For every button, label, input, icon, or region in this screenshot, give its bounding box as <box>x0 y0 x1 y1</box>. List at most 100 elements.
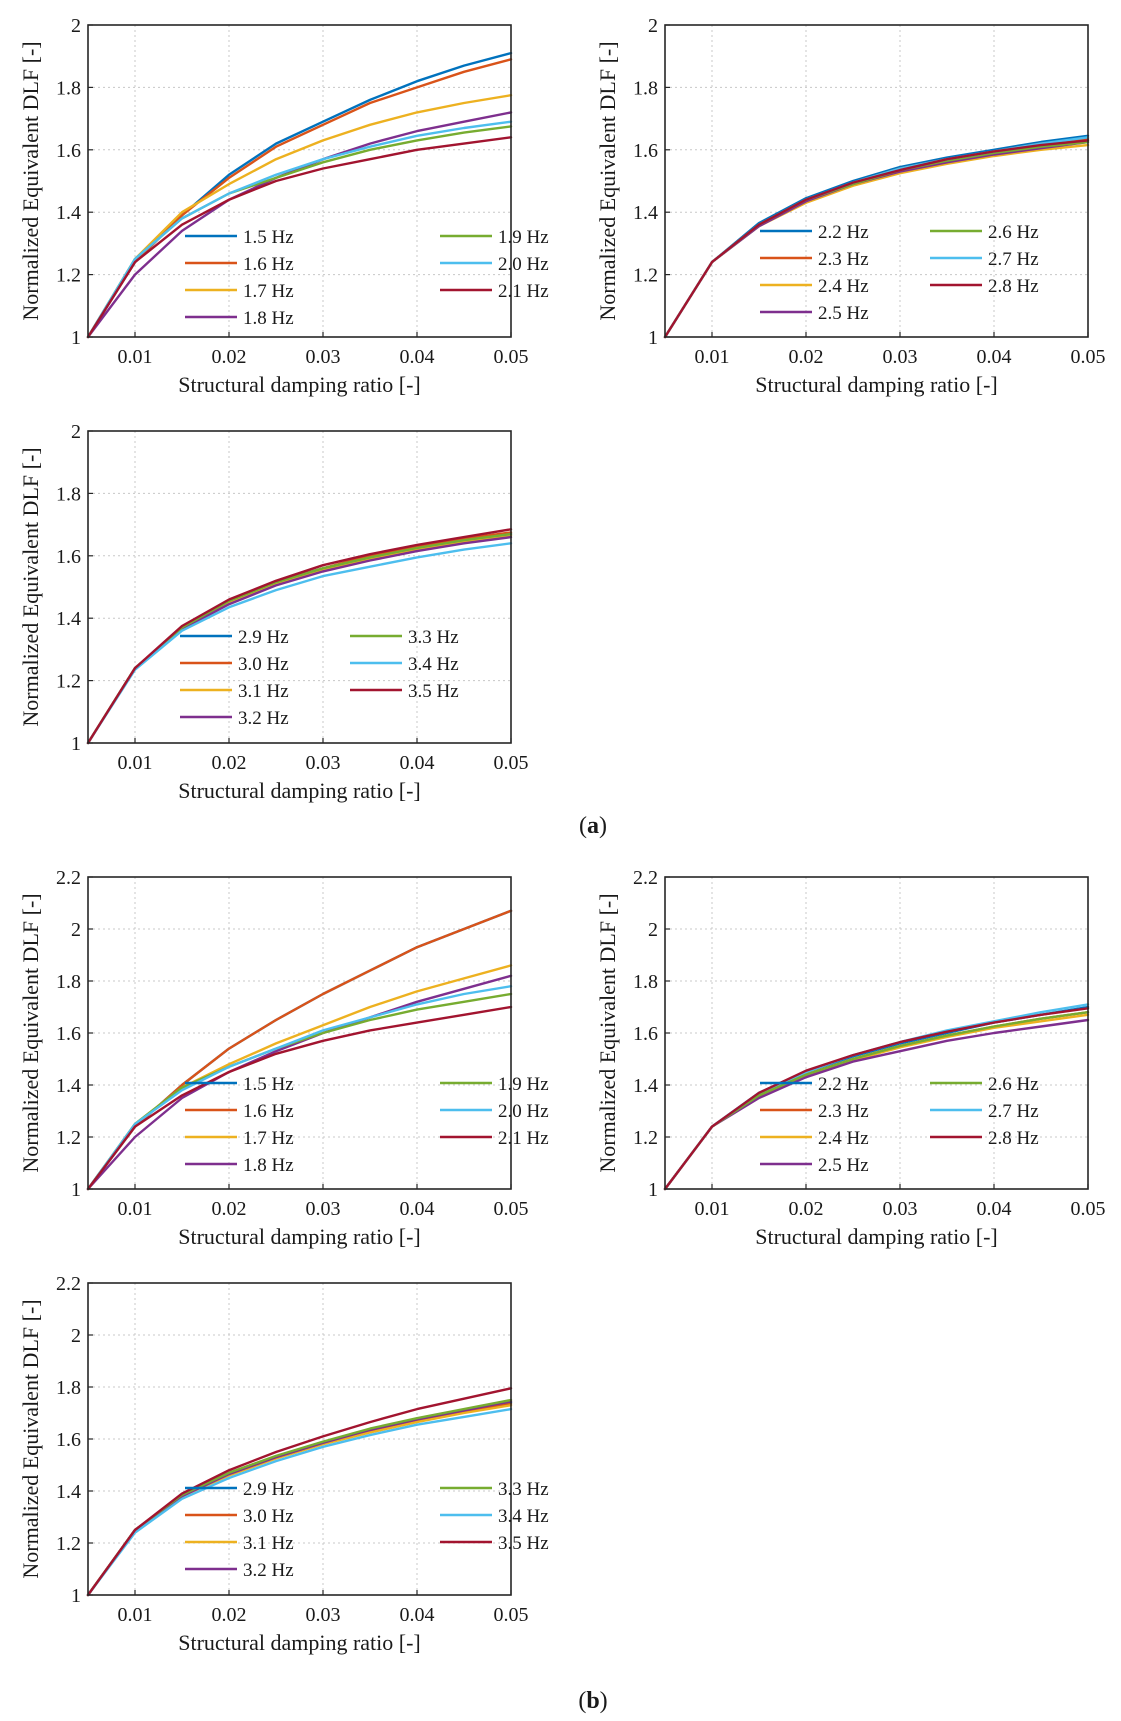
y-axis-label: Normalized Equivalent DLF [-] <box>18 41 43 320</box>
x-axis-label: Structural damping ratio [-] <box>755 1224 998 1249</box>
legend-label: 3.1 Hz <box>238 681 289 702</box>
legend-label: 1.7 Hz <box>243 281 294 302</box>
legend-label: 1.5 Hz <box>243 1074 294 1095</box>
chart-panel-3: 0.01 0.02 0.03 0.04 0.05 1 1.2 1.4 1.6 1.8 2 Struct… <box>18 421 529 803</box>
series-line-1-8-Hz <box>86 111 513 339</box>
legend-label: 2.1 Hz <box>498 281 549 302</box>
x-tick-label: 0.04 <box>977 1198 1012 1220</box>
legend-label: 1.9 Hz <box>498 1074 549 1095</box>
y-tick-label: 1.6 <box>56 1429 81 1451</box>
legend-item: 2.4 Hz <box>760 276 869 297</box>
y-tick-label: 1 <box>71 1585 81 1607</box>
legend-label: 2.7 Hz <box>988 1101 1039 1122</box>
x-tick-label: 0.02 <box>789 346 824 368</box>
y-tick-label: 1.6 <box>56 546 81 568</box>
legend: 1.5 Hz 1.6 Hz 1.7 Hz 1.8 Hz 1.9 Hz 2.0 Hz 2.1 … <box>185 227 549 329</box>
legend-item: 2.7 Hz <box>930 1101 1039 1122</box>
legend-item: 2.9 Hz <box>180 627 289 648</box>
series-line-3-4-Hz <box>86 542 513 745</box>
legend-item: 3.0 Hz <box>180 654 289 675</box>
series-line-2-8-Hz <box>663 1007 1090 1191</box>
legend-label: 3.3 Hz <box>408 627 459 648</box>
legend-item: 1.6 Hz <box>185 1101 294 1122</box>
x-tick-label: 0.01 <box>695 1198 730 1220</box>
legend: 2.9 Hz 3.0 Hz 3.1 Hz 3.2 Hz 3.3 Hz 3.4 Hz 3.5 … <box>180 627 459 729</box>
legend-label: 2.0 Hz <box>498 1101 549 1122</box>
legend-item: 2.0 Hz <box>440 254 549 275</box>
y-tick-label: 2 <box>71 1325 81 1347</box>
x-tick-label: 0.04 <box>400 346 435 368</box>
series-line-2-8-Hz <box>663 139 1090 339</box>
series-line-2-0-Hz <box>86 985 513 1191</box>
x-tick-label: 0.01 <box>118 1604 153 1626</box>
legend-label: 1.6 Hz <box>243 254 294 275</box>
legend-label: 2.3 Hz <box>818 249 869 270</box>
legend-item: 3.3 Hz <box>350 627 459 648</box>
y-tick-label: 1.6 <box>56 1023 81 1045</box>
legend-item: 1.6 Hz <box>185 254 294 275</box>
legend-item: 2.9 Hz <box>185 1479 294 1500</box>
series-line-1-8-Hz <box>86 974 513 1191</box>
x-axis-label: Structural damping ratio [-] <box>178 1630 421 1655</box>
legend-label: 3.0 Hz <box>243 1506 294 1527</box>
legend-item: 3.1 Hz <box>185 1533 294 1554</box>
y-tick-label: 1.4 <box>56 608 81 630</box>
y-tick-label: 1.2 <box>633 265 658 287</box>
x-tick-label: 0.01 <box>118 752 153 774</box>
x-tick-label: 0.01 <box>695 346 730 368</box>
chart-panel-2: 0.01 0.02 0.03 0.04 0.05 1 1.2 1.4 1.6 1.8 2 Struct… <box>595 15 1106 397</box>
x-tick-label: 0.03 <box>306 1198 341 1220</box>
legend-label: 2.2 Hz <box>818 1074 869 1095</box>
legend-label: 2.6 Hz <box>988 222 1039 243</box>
legend-label: 3.2 Hz <box>238 708 289 729</box>
legend-item: 1.5 Hz <box>185 227 294 248</box>
legend-item: 2.5 Hz <box>760 303 869 324</box>
legend-item: 2.8 Hz <box>930 1128 1039 1149</box>
x-tick-label: 0.05 <box>494 752 529 774</box>
legend-item: 1.9 Hz <box>440 227 549 248</box>
y-axis-label: Normalized Equivalent DLF [-] <box>18 1299 43 1578</box>
axes-frame <box>87 430 512 744</box>
legend-item: 2.7 Hz <box>930 249 1039 270</box>
legend-item: 1.8 Hz <box>185 1155 294 1176</box>
x-tick-label: 0.05 <box>1071 1198 1106 1220</box>
series-line-3-5-Hz <box>86 528 513 745</box>
legend: 2.9 Hz 3.0 Hz 3.1 Hz 3.2 Hz 3.3 Hz 3.4 Hz 3.5 … <box>185 1479 549 1581</box>
legend-label: 3.5 Hz <box>408 681 459 702</box>
y-tick-label: 1 <box>71 733 81 755</box>
x-axis-label: Structural damping ratio [-] <box>755 372 998 397</box>
legend-item: 3.2 Hz <box>185 1560 294 1581</box>
y-tick-label: 1.6 <box>56 140 81 162</box>
x-tick-label: 0.03 <box>883 346 918 368</box>
y-tick-label: 2 <box>71 15 81 37</box>
axes-frame <box>87 24 512 338</box>
legend-item: 1.9 Hz <box>440 1074 549 1095</box>
legend-label: 1.8 Hz <box>243 308 294 329</box>
legend-label: 1.8 Hz <box>243 1155 294 1176</box>
chart-panel-4: 0.01 0.02 0.03 0.04 0.05 1 1.2 1.4 1.6 1.8 2 2.2 Str… <box>18 867 549 1249</box>
y-tick-label: 1.4 <box>633 1075 658 1097</box>
legend-label: 2.4 Hz <box>818 1128 869 1149</box>
y-tick-label: 1.6 <box>633 1023 658 1045</box>
legend-item: 3.5 Hz <box>350 681 459 702</box>
legend-label: 1.7 Hz <box>243 1128 294 1149</box>
y-tick-label: 1.2 <box>56 1533 81 1555</box>
chart-panel-6: 0.01 0.02 0.03 0.04 0.05 1 1.2 1.4 1.6 1.8 2 2.2 Str… <box>18 1273 549 1655</box>
x-tick-label: 0.04 <box>400 1198 435 1220</box>
y-tick-label: 1.8 <box>56 77 81 99</box>
legend-label: 3.1 Hz <box>243 1533 294 1554</box>
legend-label: 2.5 Hz <box>818 303 869 324</box>
y-tick-label: 2.2 <box>56 867 81 889</box>
legend-item: 2.8 Hz <box>930 276 1039 297</box>
y-tick-label: 1.4 <box>56 1075 81 1097</box>
x-tick-label: 0.02 <box>212 346 247 368</box>
legend-label: 2.8 Hz <box>988 276 1039 297</box>
legend-label: 2.6 Hz <box>988 1074 1039 1095</box>
x-tick-label: 0.05 <box>494 346 529 368</box>
legend-item: 3.3 Hz <box>440 1479 549 1500</box>
panel-letter-b: b <box>586 1688 599 1714</box>
legend-label: 2.2 Hz <box>818 222 869 243</box>
legend-label: 3.0 Hz <box>238 654 289 675</box>
x-tick-label: 0.03 <box>306 346 341 368</box>
y-axis-label: Normalized Equivalent DLF [-] <box>595 41 620 320</box>
